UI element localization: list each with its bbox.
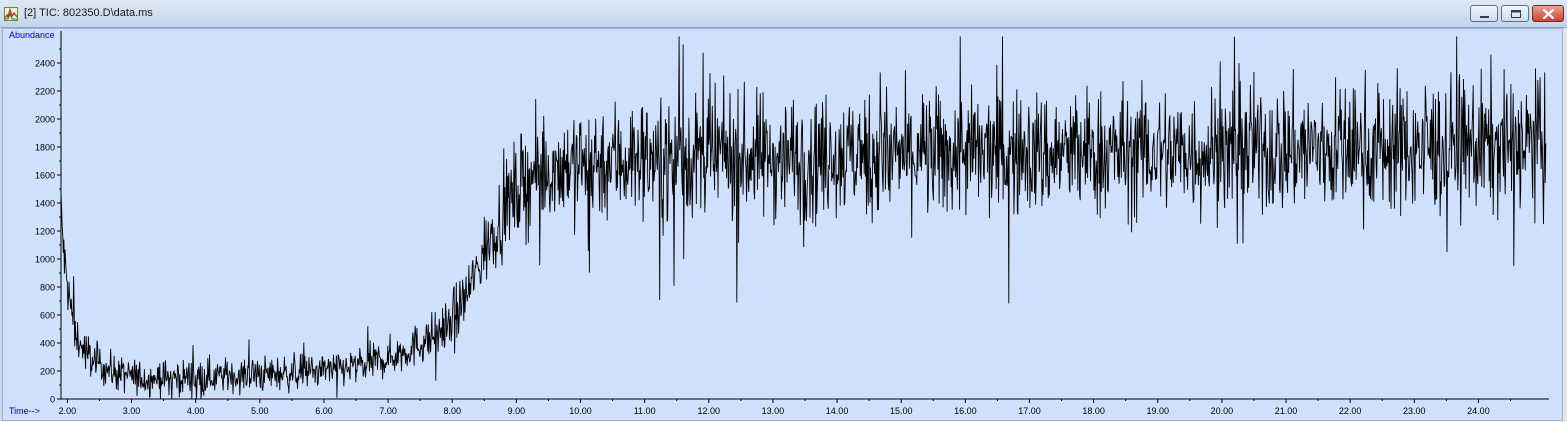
window-title: [2] TIC: 802350.D\data.ms (24, 7, 153, 19)
x-axis-label: Time--> (9, 406, 40, 416)
x-tick-label: 11.00 (634, 406, 656, 416)
minimize-button[interactable] (1470, 5, 1498, 22)
close-button[interactable] (1532, 5, 1564, 22)
x-tick-label: 19.00 (1146, 406, 1169, 416)
y-tick-label: 800 (40, 283, 55, 293)
spectrum-app-icon (4, 7, 18, 21)
y-axis-label: Abundance (9, 30, 55, 40)
x-tick-label: 7.00 (379, 406, 397, 416)
x-tick-label: 24.00 (1467, 406, 1490, 416)
x-tick-label: 18.00 (1082, 406, 1105, 416)
x-tick-label: 13.00 (762, 406, 785, 416)
maximize-icon (1511, 10, 1521, 18)
x-tick-label: 14.00 (826, 406, 849, 416)
x-tick-label: 2.00 (59, 406, 77, 416)
x-tick-label: 21.00 (1275, 406, 1298, 416)
x-tick-label: 8.00 (443, 406, 461, 416)
x-tick-label: 16.00 (954, 406, 977, 416)
title-bar[interactable]: [2] TIC: 802350.D\data.ms (0, 0, 1567, 28)
x-tick-label: 17.00 (1018, 406, 1041, 416)
maximize-button[interactable] (1501, 5, 1529, 22)
close-icon (1542, 8, 1555, 20)
y-tick-label: 1000 (35, 255, 55, 265)
y-tick-label: 1400 (35, 199, 55, 209)
y-tick-label: 600 (40, 311, 55, 321)
x-tick-label: 6.00 (315, 406, 333, 416)
y-tick-label: 0 (50, 395, 55, 405)
x-tick-label: 4.00 (187, 406, 205, 416)
y-tick-label: 2000 (35, 115, 55, 125)
minimize-icon (1480, 16, 1489, 18)
plot-area[interactable]: 0 200 400 600 800 1000 1200 1400 1600 1800 2000 220… (2, 28, 1563, 421)
window-edge (1563, 28, 1567, 421)
x-tick-label: 3.00 (123, 406, 141, 416)
x-tick-label: 23.00 (1403, 406, 1426, 416)
x-tick-label: 12.00 (698, 406, 721, 416)
x-tick-label: 9.00 (508, 406, 526, 416)
y-tick-label: 200 (40, 367, 55, 377)
x-tick-label: 22.00 (1339, 406, 1362, 416)
x-tick-label: 5.00 (251, 406, 269, 416)
tic-chromatogram-chart[interactable]: 0 200 400 600 800 1000 1200 1400 1600 1800 2000 220… (3, 29, 1564, 422)
y-tick-label: 1800 (35, 143, 55, 153)
x-tick-label: 20.00 (1211, 406, 1234, 416)
x-tick-label: 15.00 (890, 406, 913, 416)
y-tick-label: 400 (40, 339, 55, 349)
x-tick-label: 10.00 (569, 406, 592, 416)
y-tick-label: 1200 (35, 227, 55, 237)
y-tick-label: 2400 (35, 59, 55, 69)
y-tick-label: 2200 (35, 87, 55, 97)
tic-trace-line (60, 36, 1547, 400)
y-tick-label: 1600 (35, 171, 55, 181)
